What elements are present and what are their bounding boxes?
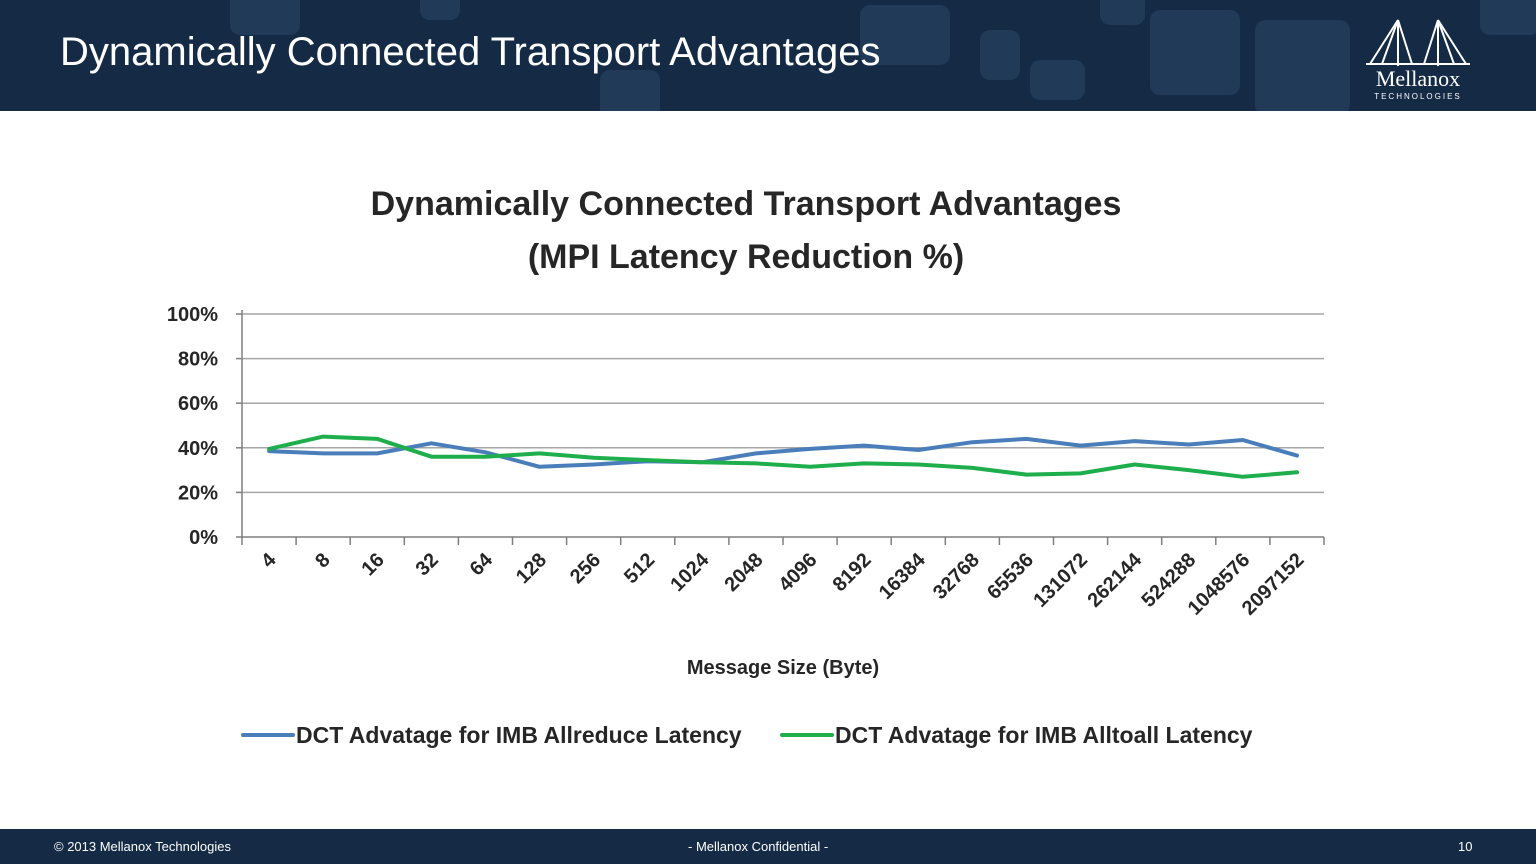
legend-label: DCT Advatage for IMB Alltoall Latency [835, 722, 1253, 748]
series-line-allreduce [267, 436, 1299, 469]
x-tick-label: 256 [566, 549, 605, 588]
header-decoration [1030, 60, 1085, 100]
x-tick-label: 4 [257, 548, 281, 572]
x-tick-label: 64 [466, 548, 498, 580]
chart-area: Dynamically Connected Transport Advantag… [0, 111, 1536, 829]
y-tick-label: 60% [178, 393, 218, 415]
legend-label: DCT Advatage for IMB Allreduce Latency [296, 722, 742, 748]
y-tick-label: 80% [178, 349, 218, 371]
x-tick-label: 262144 [1083, 548, 1146, 611]
x-tick-label: 128 [512, 549, 551, 588]
x-tick-label: 1024 [666, 548, 714, 596]
x-tick-label: 16 [357, 549, 388, 580]
y-tick-label: 40% [178, 438, 218, 460]
y-tick-label: 100% [167, 304, 218, 326]
latency-chart: Dynamically Connected Transport Advantag… [167, 185, 1325, 748]
mellanox-logo: Mellanox TECHNOLOGIES [1362, 14, 1474, 104]
page-number: 10 [1458, 839, 1473, 854]
header-decoration [1255, 20, 1350, 111]
x-tick-label: 4096 [775, 549, 822, 596]
footer-confidential: - Mellanox Confidential - [688, 839, 829, 854]
x-tick-label: 512 [620, 549, 659, 588]
y-tick-label: 0% [189, 527, 218, 549]
header-decoration [600, 70, 660, 111]
x-tick-label: 131072 [1029, 549, 1092, 612]
header-decoration [860, 5, 950, 65]
x-tick-label: 32768 [929, 549, 984, 604]
header-decoration [980, 30, 1020, 80]
header-decoration [1150, 10, 1240, 95]
slide-title: Dynamically Connected Transport Advantag… [60, 30, 881, 74]
chart-subtitle: (MPI Latency Reduction %) [528, 238, 964, 276]
footer-copyright: © 2013 Mellanox Technologies [54, 839, 232, 854]
x-axis-label: Message Size (Byte) [687, 657, 879, 679]
x-tick-label: 8192 [829, 549, 876, 596]
logo-subtitle: TECHNOLOGIES [1374, 92, 1462, 101]
x-tick-label: 2048 [720, 549, 767, 596]
header-decoration [230, 0, 300, 35]
slide-footer: © 2013 Mellanox Technologies - Mellanox … [0, 829, 1536, 864]
header-decoration [420, 0, 460, 20]
bridge-logo-icon [1366, 19, 1470, 66]
x-tick-label: 16384 [875, 548, 931, 604]
slide-header: Dynamically Connected Transport Advantag… [0, 0, 1536, 111]
y-tick-label: 20% [178, 482, 218, 504]
x-tick-label: 32 [412, 549, 443, 580]
logo-wordmark: Mellanox [1375, 66, 1461, 91]
series-line-alltoall [267, 434, 1299, 479]
chart-title: Dynamically Connected Transport Advantag… [371, 185, 1122, 223]
header-decoration [1480, 0, 1536, 35]
header-decoration [1100, 0, 1145, 25]
x-tick-label: 8 [311, 549, 334, 572]
